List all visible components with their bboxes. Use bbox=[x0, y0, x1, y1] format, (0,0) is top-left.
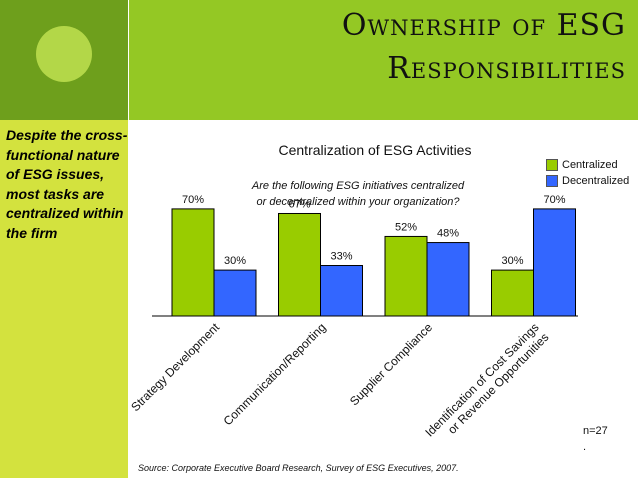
bar-centralized-2 bbox=[384, 235, 428, 317]
legend-item-centralized: Centralized bbox=[546, 157, 629, 173]
data-label-centralized-0: 70% bbox=[182, 194, 204, 206]
category-label-2: Supplier Compliance bbox=[347, 320, 435, 408]
legend-item-decentralized: Decentralized bbox=[546, 173, 629, 189]
legend-swatch-centralized bbox=[546, 159, 558, 171]
slide-title-line1: Ownership of ESG bbox=[341, 8, 626, 43]
slide-title: Ownership of ESG Responsibilities bbox=[146, 4, 626, 90]
legend-swatch-decentralized bbox=[546, 175, 558, 187]
data-label-centralized-3: 30% bbox=[501, 255, 523, 267]
chart-legend: Centralized Decentralized bbox=[546, 157, 629, 189]
header-divider bbox=[128, 0, 129, 120]
bar-decentralized-3 bbox=[533, 208, 576, 317]
category-label-0: Strategy Development bbox=[128, 320, 222, 414]
legend-label-centralized: Centralized bbox=[562, 159, 618, 171]
decorative-circle bbox=[36, 26, 92, 82]
data-label-decentralized-1: 33% bbox=[330, 251, 352, 263]
chart-title: Centralization of ESG Activities bbox=[278, 142, 472, 158]
sample-size-dot: . bbox=[583, 441, 587, 453]
bar-centralized-1 bbox=[278, 212, 321, 317]
bar-decentralized-0 bbox=[213, 269, 257, 317]
bar-centralized-3 bbox=[491, 269, 534, 317]
chart-subtitle: Are the following ESG initiatives centra… bbox=[200, 178, 516, 210]
legend-label-decentralized: Decentralized bbox=[562, 175, 630, 187]
category-label-3-line-1: or Revenue Opportunities bbox=[445, 330, 552, 437]
bar-decentralized-2 bbox=[426, 242, 470, 317]
category-label-1-line-0: Communication/Reporting bbox=[221, 320, 329, 428]
chart-subtitle-line1: Are the following ESG initiatives centra… bbox=[251, 180, 465, 192]
slide-title-line2: Responsibilities bbox=[387, 51, 626, 86]
bar-centralized-0 bbox=[171, 208, 215, 317]
data-label-decentralized-3: 70% bbox=[543, 194, 565, 206]
source-note: Source: Corporate Executive Board Resear… bbox=[138, 463, 459, 473]
category-label-1: Communication/Reporting bbox=[221, 320, 329, 428]
sidebar-note: Despite the cross-functional nature of E… bbox=[6, 127, 128, 241]
data-label-decentralized-0: 30% bbox=[224, 255, 246, 267]
chart-subtitle-line2: or decentralized within your organizatio… bbox=[256, 196, 460, 208]
category-label-3-line-0: Identification of Cost Savings bbox=[422, 320, 541, 439]
bar-decentralized-1 bbox=[320, 265, 363, 317]
category-label-2-line-0: Supplier Compliance bbox=[347, 320, 435, 408]
data-label-centralized-1: 67% bbox=[288, 198, 310, 210]
data-label-centralized-2: 52% bbox=[395, 221, 417, 233]
sample-size-label: n=27 bbox=[583, 425, 608, 437]
data-label-decentralized-2: 48% bbox=[437, 228, 459, 240]
sample-size-note: n=27 . bbox=[583, 423, 608, 455]
category-label-0-line-0: Strategy Development bbox=[128, 320, 222, 414]
